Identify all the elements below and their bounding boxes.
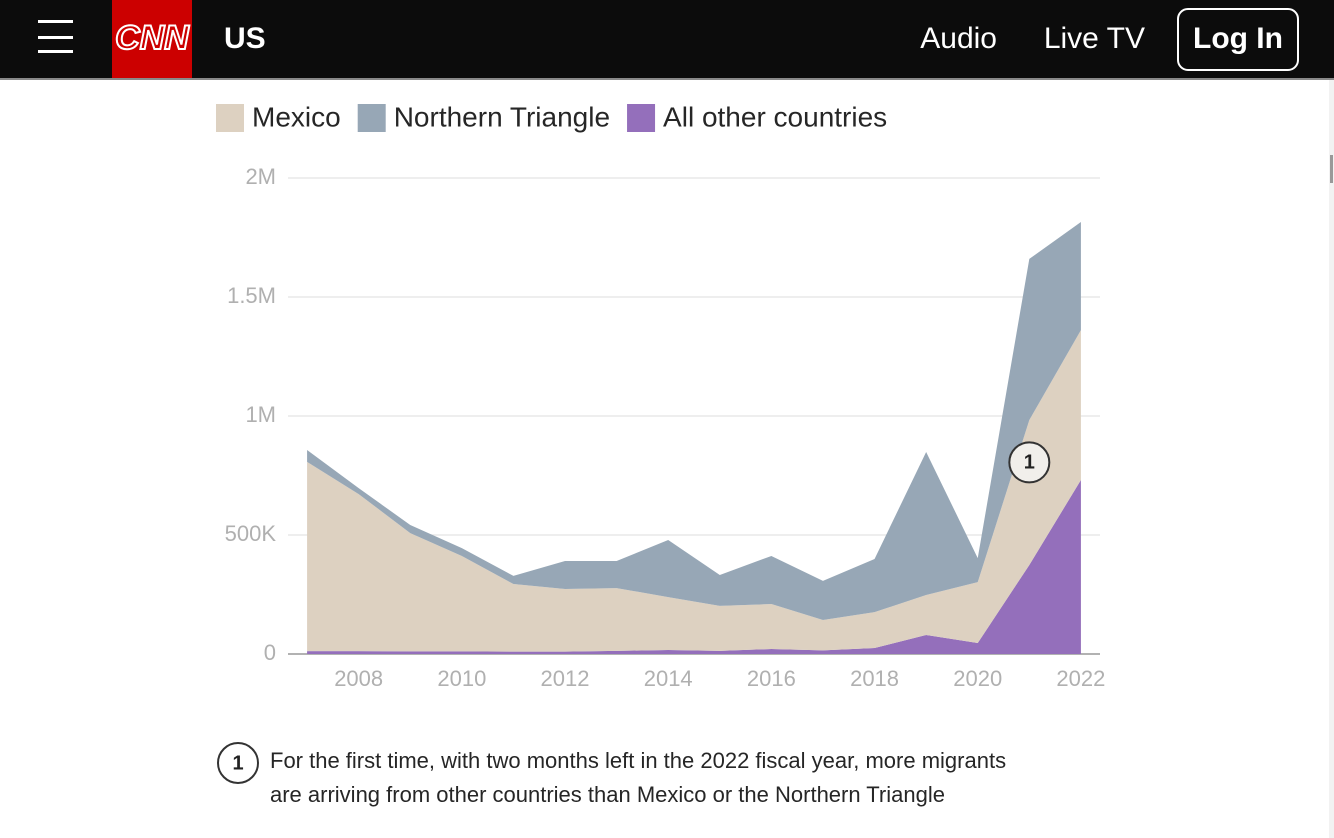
- note-marker-label: 1: [232, 752, 243, 774]
- y-tick-label: 1.5M: [227, 283, 276, 308]
- y-tick-label: 2M: [245, 164, 276, 189]
- y-tick-label: 500K: [225, 521, 277, 546]
- scrollbar: [1329, 80, 1334, 838]
- x-tick-label: 2016: [747, 666, 796, 691]
- menu-icon[interactable]: [38, 20, 73, 53]
- x-tick-label: 2022: [1056, 666, 1105, 691]
- x-tick-label: 2020: [953, 666, 1002, 691]
- x-tick-label: 2012: [541, 666, 590, 691]
- note-text: are arriving from other countries than M…: [270, 782, 945, 807]
- menu-line: [38, 36, 73, 39]
- annotation-label: 1: [1024, 452, 1035, 474]
- legend-label: All other countries: [663, 101, 887, 132]
- logo: CNN: [115, 19, 190, 57]
- login-button[interactable]: [1177, 8, 1299, 71]
- note-marker: [217, 742, 259, 784]
- header-bar: [0, 0, 1334, 78]
- legend-label: Mexico: [252, 101, 341, 132]
- area-layer: [307, 480, 1081, 654]
- x-tick-label: 2014: [644, 666, 693, 691]
- nav-link[interactable]: Live TV: [1044, 22, 1145, 55]
- legend-swatch: [216, 104, 244, 132]
- legend-swatch: [357, 104, 386, 132]
- note-text: For the first time, with two months left…: [270, 748, 1006, 773]
- legend-label: Northern Triangle: [394, 101, 610, 132]
- area-layer: [307, 330, 1081, 652]
- y-tick-label: 0: [264, 640, 276, 665]
- scroll-thumb: [1330, 155, 1333, 183]
- x-tick-label: 2008: [334, 666, 383, 691]
- login-label: Log In: [1193, 22, 1283, 55]
- logo-box[interactable]: [112, 0, 192, 78]
- section-title[interactable]: US: [224, 22, 266, 55]
- x-tick-label: 2010: [437, 666, 486, 691]
- nav-link[interactable]: Audio: [920, 22, 997, 55]
- header-border: [0, 78, 1334, 80]
- menu-line: [38, 50, 73, 53]
- x-tick-label: 2018: [850, 666, 899, 691]
- annotation-marker: [1008, 441, 1051, 484]
- menu-line: [38, 20, 73, 23]
- legend-swatch: [627, 104, 656, 132]
- y-tick-label: 1M: [245, 402, 276, 427]
- areas: [307, 222, 1081, 654]
